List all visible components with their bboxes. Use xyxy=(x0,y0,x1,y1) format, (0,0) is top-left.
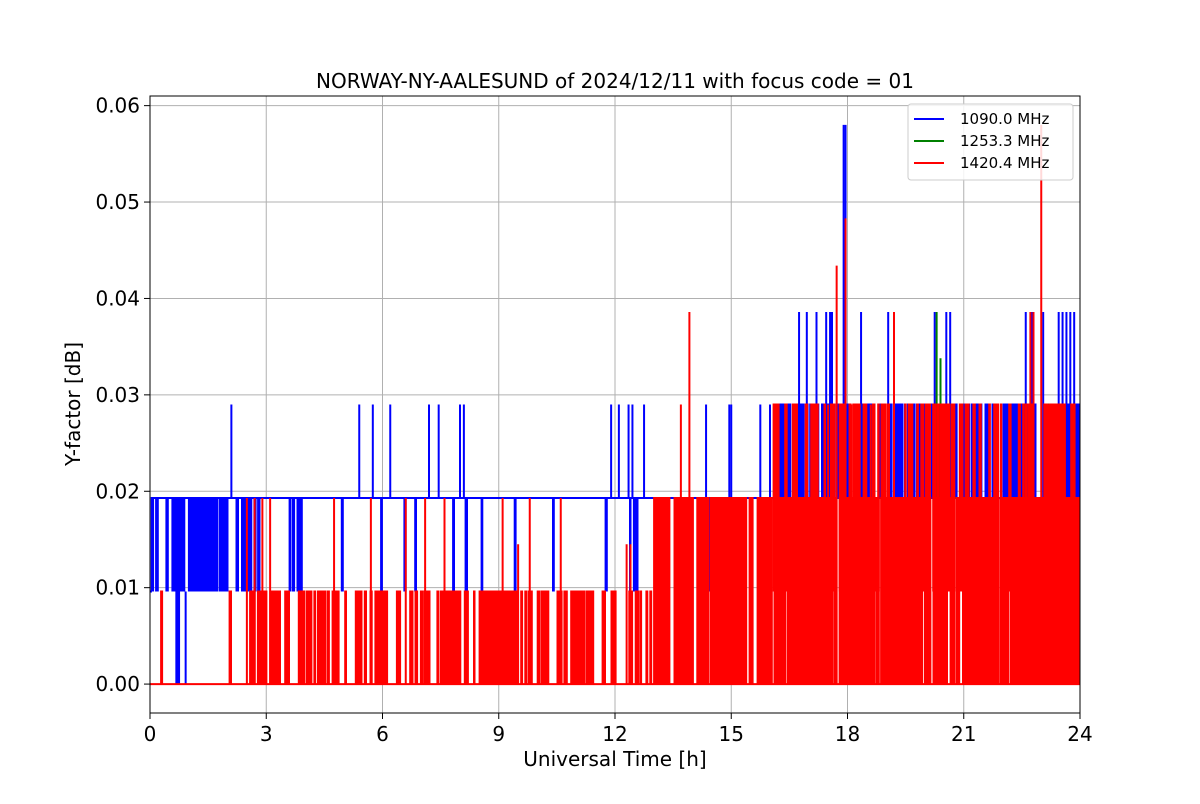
series-1420-4-mhz xyxy=(150,124,1080,686)
series-flicker xyxy=(340,497,608,592)
y-tick-label: 0.03 xyxy=(95,383,140,407)
y-tick-label: 0.05 xyxy=(95,190,140,214)
x-tick-label: 3 xyxy=(260,722,273,746)
legend-box xyxy=(907,103,1074,181)
y-tick-label: 0.02 xyxy=(95,479,140,503)
legend-label: 1090.0 MHz xyxy=(960,110,1049,128)
legend: 1090.0 MHz 1253.3 MHz 1420.4 MHz xyxy=(907,103,1074,181)
y-axis-label: Y-factor [dB] xyxy=(61,342,85,467)
series-flicker xyxy=(498,590,653,685)
x-tick-label: 21 xyxy=(951,722,976,746)
series-flicker xyxy=(288,497,303,592)
x-tick-label: 15 xyxy=(719,722,744,746)
legend-label: 1420.4 MHz xyxy=(960,154,1049,172)
legend-label: 1253.3 MHz xyxy=(960,132,1049,150)
series-flicker xyxy=(160,590,164,685)
series-flicker xyxy=(235,497,261,592)
series-flicker xyxy=(165,497,229,592)
y-tick-label: 0.00 xyxy=(95,672,140,696)
series-layer xyxy=(150,124,1080,686)
y-tick-label: 0.06 xyxy=(95,94,140,118)
y-tick-label: 0.04 xyxy=(95,286,140,310)
x-axis-label: Universal Time [h] xyxy=(523,747,706,771)
x-tick-label: 12 xyxy=(602,722,627,746)
series-flicker xyxy=(228,590,232,685)
ticks: 0 3 6 9 12 15 18 21 24 0.00 0.01 0.02 0.03 0.04 0.05 0.… xyxy=(95,94,1092,746)
x-tick-label: 18 xyxy=(835,722,860,746)
x-tick-label: 0 xyxy=(144,722,157,746)
chart-title: NORWAY-NY-AALESUND of 2024/12/11 with fo… xyxy=(316,69,914,93)
x-tick-label: 9 xyxy=(492,722,505,746)
x-tick-label: 6 xyxy=(376,722,389,746)
y-tick-label: 0.01 xyxy=(95,576,140,600)
x-tick-label: 24 xyxy=(1067,722,1092,746)
series-flicker xyxy=(150,497,159,592)
